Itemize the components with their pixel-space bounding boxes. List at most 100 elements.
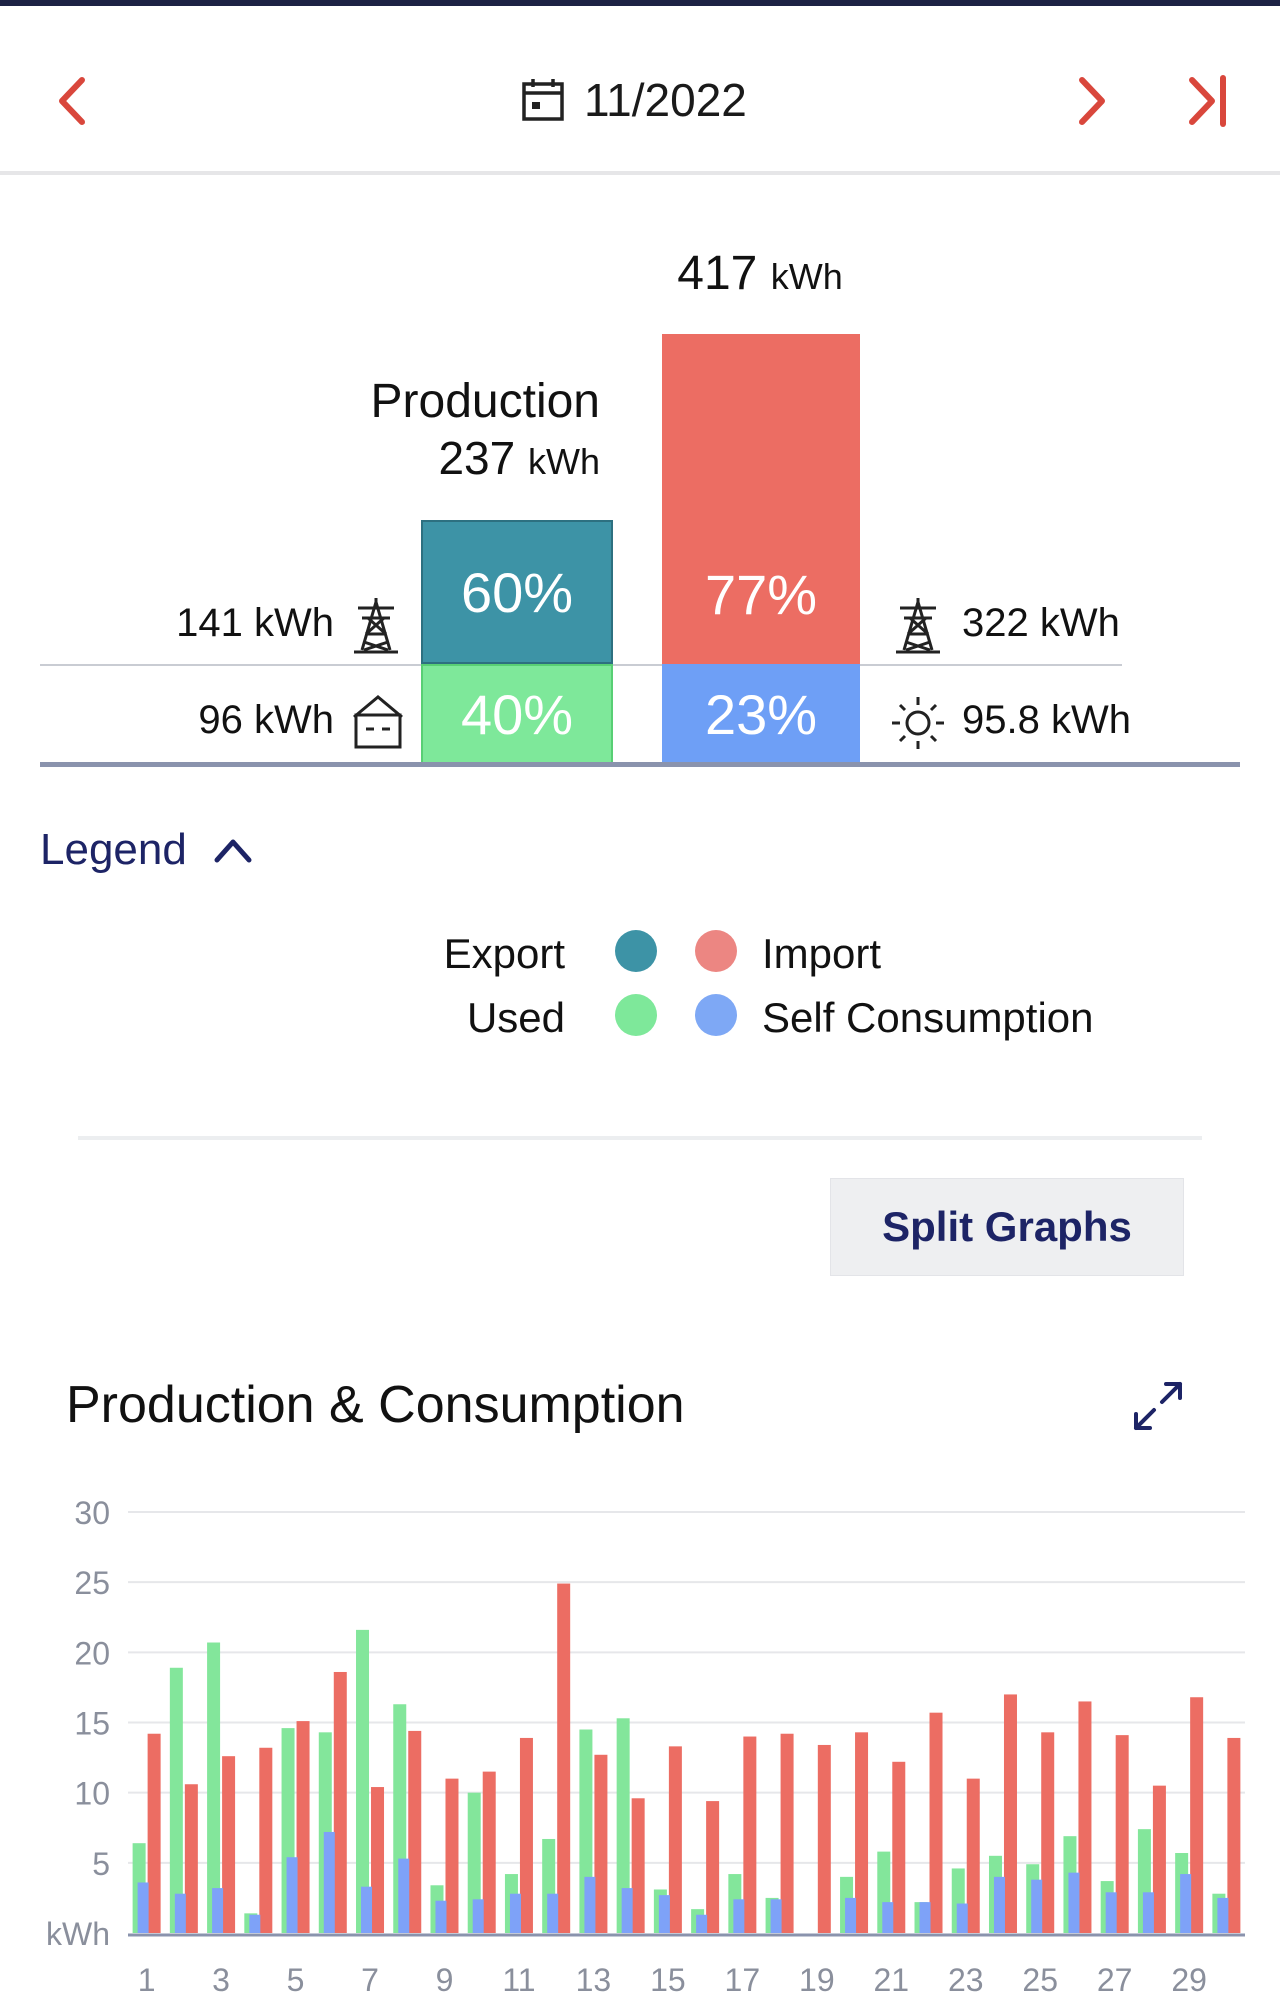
bar-self-consumption <box>137 1882 149 1933</box>
bar-import <box>184 1784 198 1933</box>
split-graphs-button[interactable]: Split Graphs <box>830 1178 1184 1276</box>
bar-import <box>482 1771 496 1933</box>
bar-import <box>445 1778 459 1933</box>
power-pylon-icon <box>896 598 940 654</box>
bar-import <box>1190 1697 1204 1933</box>
bar-self-consumption <box>770 1899 782 1933</box>
bar-self-consumption <box>472 1899 484 1933</box>
bar-used <box>356 1629 370 1933</box>
period-nav-bar: 11/2022 <box>0 6 1280 175</box>
bar-self-consumption <box>919 1902 931 1933</box>
y-tick-label: 20 <box>74 1635 110 1671</box>
bar-import <box>557 1583 571 1933</box>
legend-toggle-label: Legend <box>40 825 187 874</box>
bar-self-consumption <box>435 1900 447 1933</box>
used-kwh-label: 96 kWh <box>198 698 334 742</box>
bar-import <box>371 1787 385 1933</box>
section-divider <box>78 1136 1202 1140</box>
bar-self-consumption <box>882 1902 894 1933</box>
x-tick-label: 25 <box>1022 1962 1058 1998</box>
consumption-total: 417 kWh <box>660 246 860 301</box>
bar-import <box>817 1744 831 1933</box>
legend-label-import: Import <box>762 930 882 977</box>
period-selector[interactable]: 11/2022 <box>520 68 747 132</box>
bar-self-consumption <box>1142 1892 1154 1933</box>
bar-used <box>616 1718 630 1933</box>
consumption-total-unit: kWh <box>770 256 843 297</box>
import-bar: 77% <box>662 334 860 664</box>
bar-self-consumption <box>621 1888 633 1933</box>
x-tick-label: 15 <box>650 1962 686 1998</box>
y-axis-unit-label: kWh <box>46 1916 110 1952</box>
bar-self-consumption <box>584 1876 596 1933</box>
y-tick-label: 25 <box>74 1565 110 1601</box>
skip-to-end-icon <box>1189 75 1226 127</box>
bar-self-consumption <box>696 1914 708 1933</box>
bar-self-consumption <box>509 1893 521 1933</box>
used-bar: 40% <box>421 664 613 764</box>
bar-self-consumption <box>398 1858 410 1933</box>
bar-used <box>207 1642 221 1933</box>
bar-import <box>855 1732 869 1933</box>
bar-self-consumption <box>1180 1874 1192 1933</box>
bar-import <box>929 1712 943 1933</box>
bar-self-consumption <box>733 1899 745 1933</box>
previous-period-button[interactable] <box>42 66 102 136</box>
chevron-left-icon <box>59 77 85 125</box>
calendar-icon <box>522 79 564 121</box>
bar-import <box>1003 1694 1017 1933</box>
next-period-button[interactable] <box>1060 66 1120 136</box>
bar-self-consumption <box>1217 1897 1229 1933</box>
legend-label-used: Used <box>466 994 565 1041</box>
bar-import <box>333 1671 347 1933</box>
x-tick-label: 27 <box>1097 1962 1133 1998</box>
x-tick-label: 5 <box>287 1962 305 1998</box>
production-total: 237 kWh <box>438 431 600 485</box>
bar-self-consumption <box>212 1888 224 1933</box>
period-label: 11/2022 <box>584 74 747 126</box>
house-icon <box>353 695 403 749</box>
bar-import <box>296 1721 310 1933</box>
summary-baseline <box>40 762 1240 767</box>
legend-item-import: Import <box>762 930 881 978</box>
consumption-total-value: 417 <box>677 247 758 300</box>
self-consumption-bar: 23% <box>662 664 860 764</box>
production-total-unit: kWh <box>528 441 600 482</box>
bar-import <box>1152 1785 1166 1933</box>
legend-toggle[interactable]: Legend <box>40 825 253 875</box>
top-accent-bar <box>0 0 1280 6</box>
x-tick-label: 11 <box>502 1962 535 1998</box>
x-tick-label: 3 <box>212 1962 230 1998</box>
x-tick-label: 29 <box>1171 1962 1207 1998</box>
sun-icon <box>892 697 944 749</box>
legend-item-used: Used <box>305 994 565 1042</box>
y-tick-label: 15 <box>74 1706 110 1742</box>
bar-self-consumption <box>956 1903 968 1933</box>
bar-used <box>467 1792 481 1933</box>
y-tick-label: 5 <box>92 1846 110 1882</box>
legend-item-export: Export <box>305 930 565 978</box>
bar-import <box>1078 1701 1092 1933</box>
import-percent: 77% <box>704 562 818 626</box>
bar-import <box>259 1747 273 1933</box>
bar-self-consumption <box>286 1857 298 1933</box>
chevron-right-icon <box>1079 77 1105 125</box>
latest-period-button[interactable] <box>1178 66 1238 136</box>
expand-icon[interactable] <box>1130 1378 1186 1434</box>
legend-dot-export <box>615 930 657 972</box>
used-percent: 40% <box>460 682 574 746</box>
production-total-value: 237 <box>438 432 516 484</box>
legend-dot-self-consumption <box>695 994 737 1036</box>
bar-import <box>1041 1732 1055 1933</box>
x-tick-label: 9 <box>436 1962 454 1998</box>
bar-self-consumption <box>658 1895 670 1933</box>
production-title: Production <box>370 375 600 428</box>
export-bar: 60% <box>421 520 613 664</box>
x-tick-label: 13 <box>576 1962 612 1998</box>
bar-import <box>1115 1735 1129 1933</box>
bar-self-consumption <box>174 1893 186 1933</box>
energy-summary: 417 kWh Production 237 kWh 77% 23% 60% 4… <box>0 176 1280 776</box>
legend-label-export: Export <box>443 930 565 977</box>
